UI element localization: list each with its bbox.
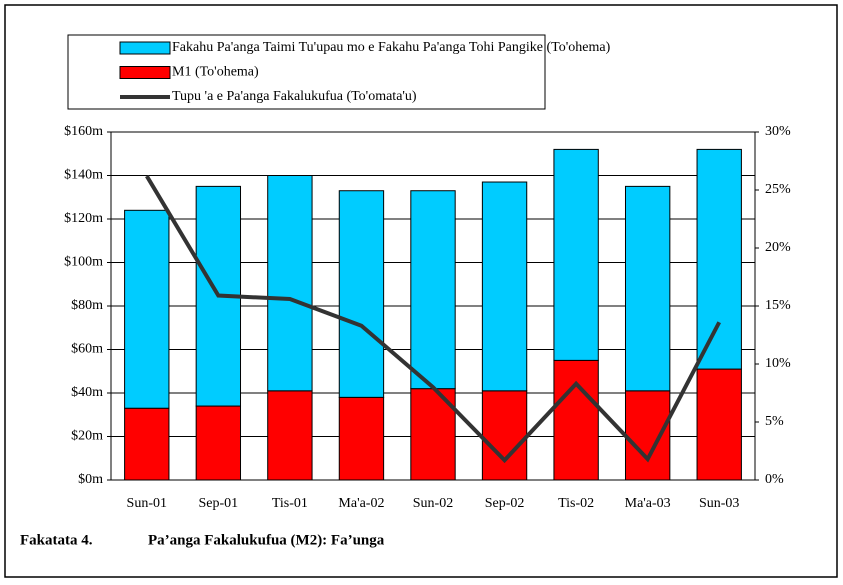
y-tick-label: $160m [64,124,103,139]
y-tick-label: $40m [71,385,103,400]
x-tick-label: Tis-02 [558,496,594,511]
chart-title: Pa’anga Fakalukufua (M2): Fa’unga [148,532,385,548]
legend-label: M1 (To'ohema) [172,65,259,80]
y-tick-label: $120m [64,211,103,226]
y2-tick-label: 20% [765,240,791,255]
bar [481,390,528,481]
bar [410,190,456,390]
y2-tick-label: 25% [765,182,791,197]
bar [624,185,671,392]
x-tick-label: Ma'a-02 [338,496,384,511]
bar [124,407,170,481]
y-tick-label: $80m [71,298,103,313]
x-tick-label: Tis-01 [272,496,308,511]
bar [338,190,385,398]
bar [267,175,313,392]
x-tick-label: Sun-01 [127,496,167,511]
y-tick-label: $0m [78,472,103,487]
legend-label: Tupu 'a e Pa'anga Fakalukufua (To'omata'… [172,89,417,104]
y2-tick-label: 5% [765,414,784,429]
y-tick-label: $140m [64,168,103,183]
x-tick-label: Sep-01 [198,496,238,511]
bar [553,359,599,481]
y-tick-label: $60m [71,342,103,357]
y-tick-label: $100m [64,255,103,270]
y-tick-label: $20m [71,429,103,444]
bar [481,181,528,392]
bar [195,405,242,481]
legend-swatch [119,41,171,55]
legend-label: Fakahu Pa'anga Taimi Tu'upau mo e Fakahu… [172,40,611,55]
bar [624,390,671,481]
y2-tick-label: 0% [765,472,784,487]
x-tick-label: Sep-02 [485,496,525,511]
line [145,175,721,464]
x-tick-label: Sun-03 [699,496,739,511]
bar [267,390,313,481]
y2-tick-label: 30% [765,124,791,139]
y2-tick-label: 15% [765,298,791,313]
bar [553,148,599,361]
bar [696,368,742,481]
bar [338,396,385,481]
x-tick-label: Ma'a-03 [625,496,671,511]
y2-tick-label: 10% [765,356,791,371]
bar [696,148,742,370]
x-tick-label: Sun-02 [413,496,453,511]
bar [124,209,170,409]
legend-swatch [119,66,171,79]
caption-label: Fakatata 4. [20,532,93,548]
